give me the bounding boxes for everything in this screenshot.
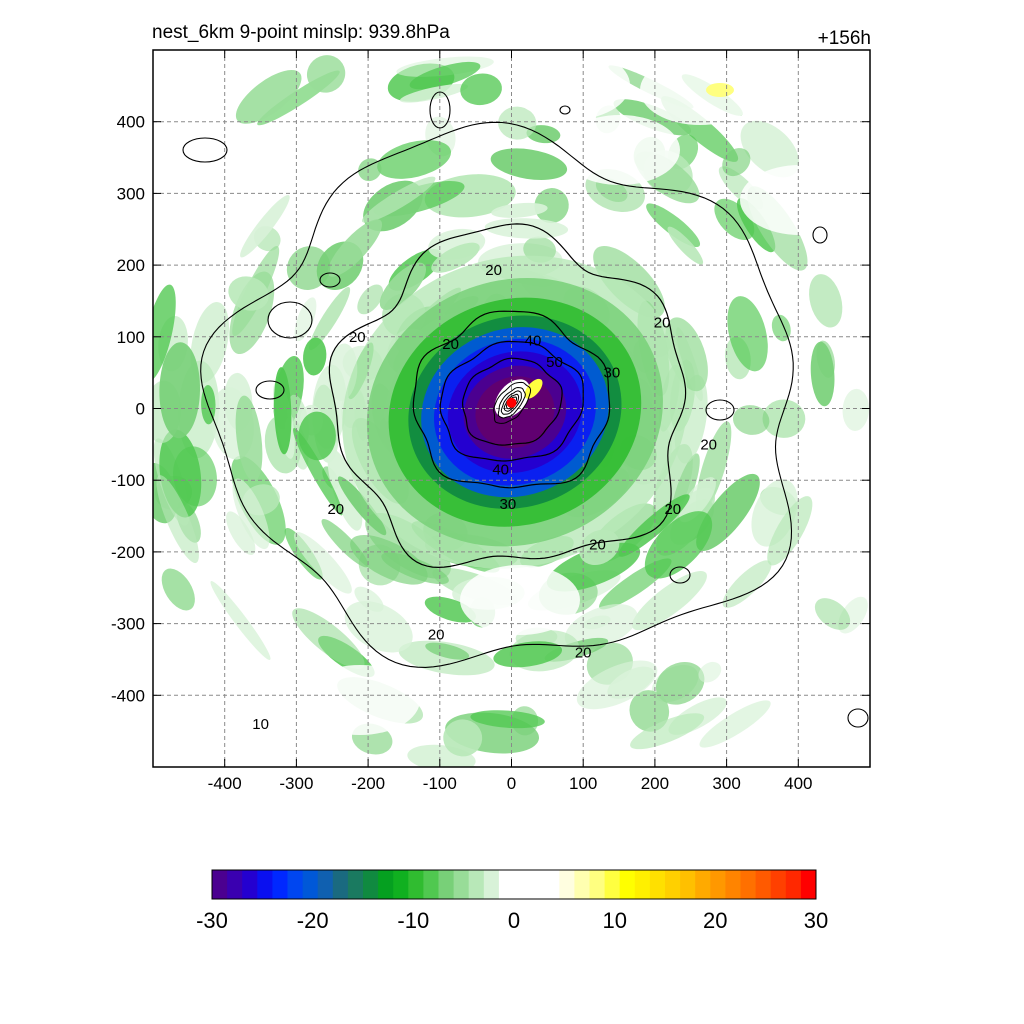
storm-center-marker bbox=[506, 397, 517, 408]
colorbar-swatch bbox=[740, 870, 757, 899]
x-tick-label: 400 bbox=[784, 774, 812, 793]
colorbar-tick-label: 0 bbox=[508, 908, 520, 933]
colorbar-swatch bbox=[378, 870, 394, 899]
colorbar-swatch bbox=[423, 870, 439, 899]
y-tick-label: 300 bbox=[117, 184, 145, 203]
colorbar-tick-label: 20 bbox=[703, 908, 727, 933]
contour-label: 50 bbox=[546, 354, 563, 371]
colorbar-swatch bbox=[800, 870, 817, 899]
colorbar-swatch bbox=[619, 870, 636, 899]
colorbar-swatch bbox=[574, 870, 590, 899]
colorbar-swatch bbox=[212, 870, 228, 899]
contour-label: 20 bbox=[664, 501, 681, 518]
colorbar-swatch bbox=[438, 870, 455, 899]
colorbar-tick-label: 10 bbox=[602, 908, 626, 933]
contour-label: 20 bbox=[654, 315, 671, 332]
colorbar-swatch bbox=[529, 870, 545, 899]
colorbar-swatch bbox=[287, 870, 304, 899]
contour-lines bbox=[182, 91, 869, 728]
colorbar-swatch bbox=[755, 870, 772, 899]
colorbar-swatch bbox=[710, 870, 726, 899]
colorbar-swatch bbox=[514, 870, 530, 899]
colorbar-swatch bbox=[272, 870, 288, 899]
x-tick-label: -300 bbox=[279, 774, 313, 793]
colorbar-swatch bbox=[242, 870, 258, 899]
x-tick-label: -400 bbox=[208, 774, 242, 793]
wind-field-shading bbox=[153, 50, 870, 767]
contour-label: 40 bbox=[492, 461, 509, 478]
x-tick-label: 300 bbox=[712, 774, 740, 793]
contour-label: 20 bbox=[485, 262, 502, 279]
colorbar-swatch bbox=[498, 870, 515, 899]
contour-label: 20 bbox=[700, 436, 717, 453]
colorbar-swatch bbox=[332, 870, 349, 899]
contour-label: 20 bbox=[349, 329, 366, 346]
y-tick-label: -100 bbox=[111, 471, 145, 490]
contour-label: 30 bbox=[500, 496, 517, 513]
colorbar-swatch bbox=[589, 870, 606, 899]
colorbar-swatch bbox=[725, 870, 741, 899]
y-tick-label: 0 bbox=[136, 400, 145, 419]
x-tick-label: -200 bbox=[351, 774, 385, 793]
grid-lines bbox=[153, 50, 870, 767]
colorbar-swatch bbox=[302, 870, 319, 899]
x-tick-label: -100 bbox=[423, 774, 457, 793]
colorbar-swatch bbox=[257, 870, 273, 899]
colorbar-swatch bbox=[227, 870, 243, 899]
colorbar-swatch bbox=[453, 870, 470, 899]
colorbar-swatch bbox=[604, 870, 621, 899]
contour-label: 20 bbox=[589, 537, 606, 554]
y-tick-label: 100 bbox=[117, 328, 145, 347]
colorbar-swatch bbox=[317, 870, 334, 899]
contour-label: 40 bbox=[525, 332, 542, 349]
colorbar-swatch bbox=[680, 870, 696, 899]
contour-label: 20 bbox=[442, 336, 459, 353]
chart-title: nest_6km 9-point minslp: 939.8hPa bbox=[152, 22, 450, 43]
colorbar-swatch bbox=[347, 870, 364, 899]
colorbar-tick-label: -30 bbox=[196, 908, 228, 933]
forecast-hour-label: +156h bbox=[817, 28, 871, 49]
colorbar-tick-label: -10 bbox=[397, 908, 429, 933]
colorbar-swatch bbox=[785, 870, 802, 899]
colorbar-swatch bbox=[363, 870, 379, 899]
contour-label: 10 bbox=[252, 716, 269, 733]
colorbar-swatch bbox=[649, 870, 666, 899]
x-tick-label: 100 bbox=[569, 774, 597, 793]
colorbar-swatch bbox=[408, 870, 424, 899]
contour-label: 20 bbox=[575, 644, 592, 661]
colorbar-tick-label: -20 bbox=[297, 908, 329, 933]
colorbar-swatch bbox=[483, 870, 500, 899]
contour-label: 20 bbox=[428, 626, 445, 643]
contour-label: 30 bbox=[604, 365, 621, 382]
colorbar-swatch bbox=[770, 870, 787, 899]
y-tick-label: -400 bbox=[111, 686, 145, 705]
x-tick-label: 0 bbox=[507, 774, 516, 793]
colorbar-swatch bbox=[544, 870, 560, 899]
x-axis: -400 -300 -200 -100 0 100 200 300 400 bbox=[208, 50, 812, 793]
colorbar-swatch bbox=[634, 870, 651, 899]
colorbar: -30 -20 -10 0 10 20 30 bbox=[196, 869, 828, 933]
colorbar-tick-label: 30 bbox=[804, 908, 828, 933]
colorbar-swatch bbox=[559, 870, 575, 899]
x-tick-label: 200 bbox=[641, 774, 669, 793]
y-tick-label: -300 bbox=[111, 615, 145, 634]
y-tick-label: 400 bbox=[117, 113, 145, 132]
y-tick-label: -200 bbox=[111, 543, 145, 562]
y-tick-label: 200 bbox=[117, 256, 145, 275]
colorbar-swatch bbox=[468, 870, 485, 899]
colorbar-swatch bbox=[695, 870, 711, 899]
colorbar-swatch bbox=[393, 870, 409, 899]
contour-label: 20 bbox=[327, 501, 344, 518]
colorbar-swatch bbox=[665, 870, 681, 899]
y-axis: 400 300 200 100 0 -100 -200 -300 -400 bbox=[111, 113, 870, 705]
